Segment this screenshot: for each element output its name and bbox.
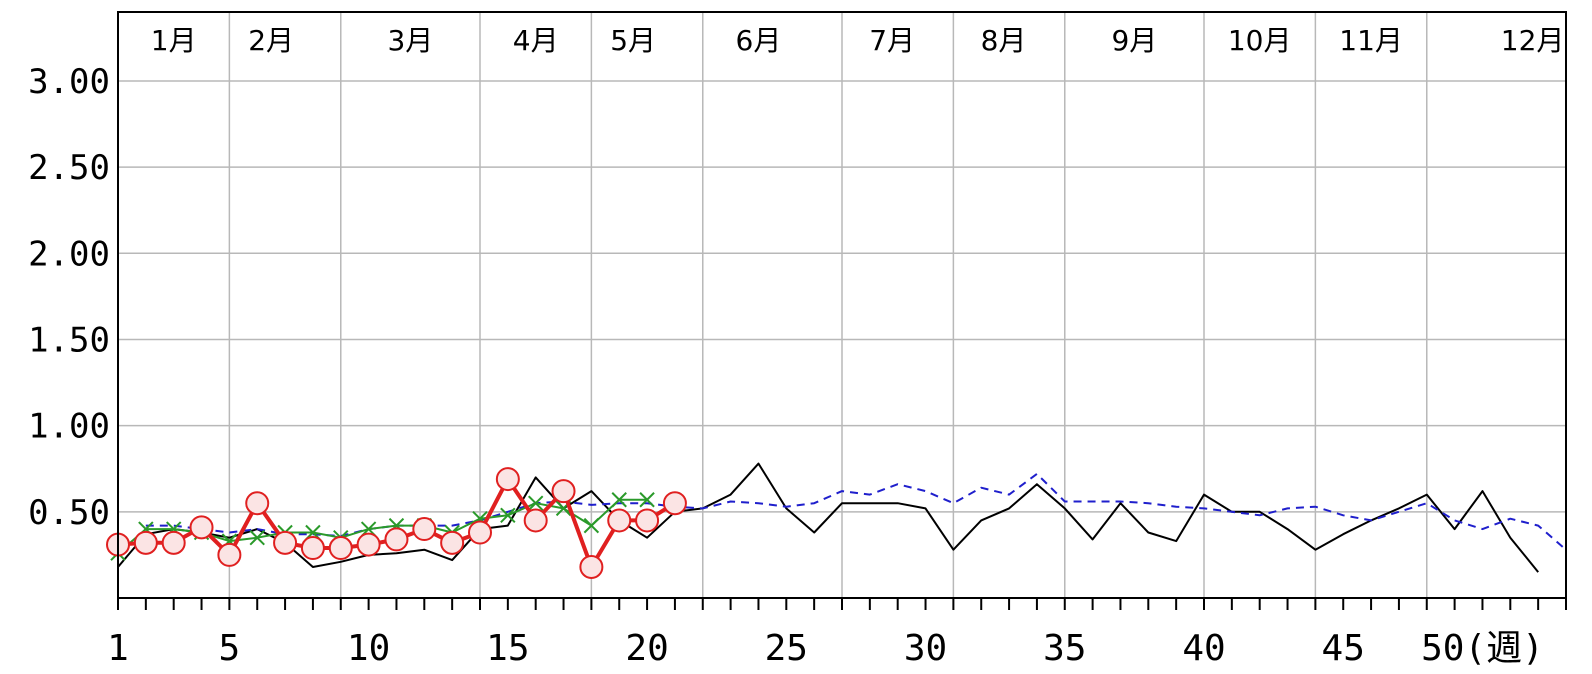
month-label: 3月 [387,24,433,57]
y-tick-label: 1.00 [28,407,110,447]
data-point [468,520,492,545]
month-label: 1月 [151,24,197,57]
data-point [607,508,632,533]
plot-frame [117,11,1567,599]
data-point [579,554,604,579]
data-point [161,530,186,555]
series-line [117,462,1539,573]
data-point [495,467,520,492]
data-point [217,542,242,567]
data-point [551,479,576,504]
data-point [523,508,548,533]
month-label: 2月 [248,24,294,57]
x-tick-label: 20 [625,628,668,669]
x-tick-label: 40 [1182,628,1225,669]
month-label: 11月 [1339,24,1403,57]
data-point [412,517,437,542]
data-point [273,530,298,555]
x-tick-label: 45 [1322,628,1365,669]
x-tick-label: 25 [765,628,808,669]
series [106,462,1567,579]
data-point [328,536,353,561]
data-point [300,536,325,561]
x-tick-label: 15 [486,628,529,669]
data-point [133,530,158,555]
month-label: 12月 [1501,24,1565,57]
data-point [249,529,265,546]
y-axis: 0.50 1.00 1.50 2.00 2.50 3.00 [28,62,110,533]
month-labels: 1月 2月 3月 4月 5月 6月 7月 8月 9月 10月 11月 12月 [151,24,1565,57]
data-point [384,527,409,552]
data-point [245,491,270,516]
data-point [662,491,687,516]
month-label: 6月 [736,24,782,57]
data-point [639,492,655,508]
data-point [189,515,214,540]
data-point [635,508,660,533]
data-point [611,492,627,508]
data-point [527,495,544,511]
x-tick-label: 10 [347,628,390,669]
y-tick-label: 1.50 [28,320,110,360]
month-label: 9月 [1111,24,1157,57]
month-label: 8月 [981,24,1027,57]
y-tick-label: 2.00 [28,234,110,274]
month-label: 10月 [1228,24,1292,57]
x-axis: 1 5 10 15 20 25 30 35 40 45 50(週) [107,598,1567,669]
x-tick-label: 35 [1043,628,1086,669]
x-tick-label: 1 [107,628,129,669]
y-tick-label: 2.50 [28,148,110,188]
data-point [440,530,465,555]
x-tick-label: 30 [904,628,947,669]
y-tick-label: 3.00 [28,62,110,102]
y-tick-label: 0.50 [28,493,110,533]
data-point [356,532,381,557]
data-point [500,507,516,523]
data-point [583,517,600,534]
month-label: 7月 [869,24,915,57]
x-tick-label: 5 [219,628,241,669]
month-label: 5月 [610,24,656,57]
grid [118,12,1566,598]
x-tick-label: 50(週) [1421,628,1544,669]
month-label: 4月 [513,24,559,57]
